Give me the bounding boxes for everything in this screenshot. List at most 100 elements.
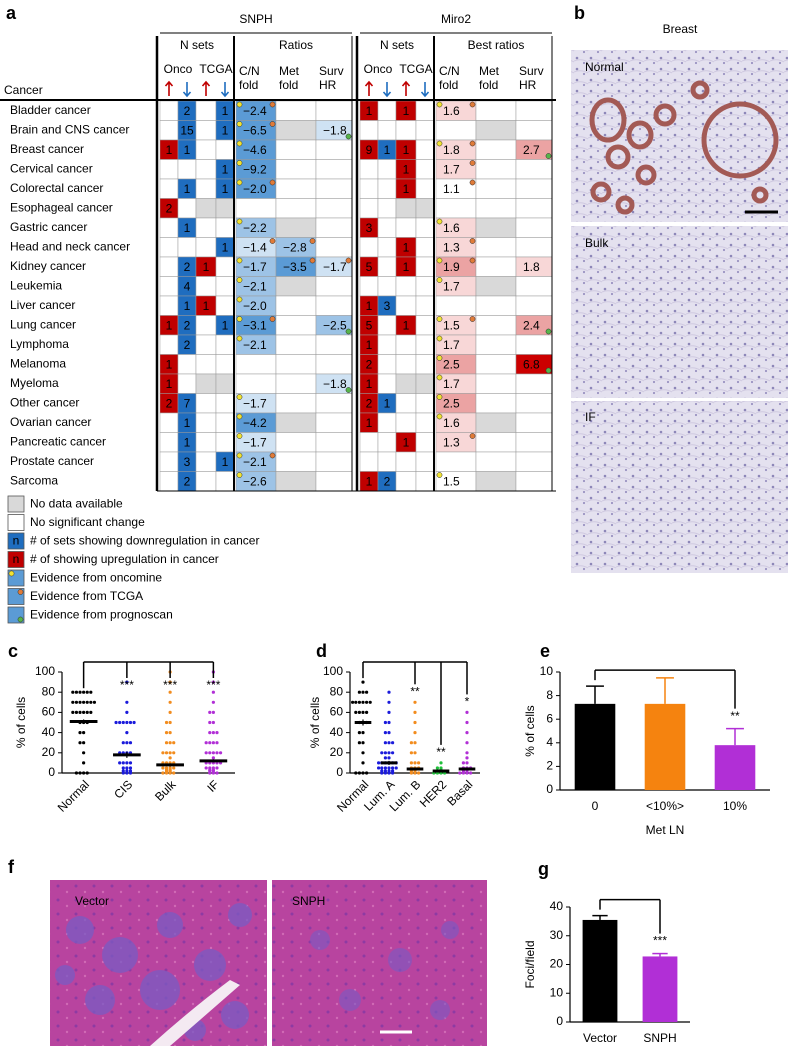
data-point	[413, 761, 417, 765]
count-value: 1	[403, 435, 410, 449]
panel-label: b	[574, 3, 585, 23]
data-point	[71, 710, 75, 715]
data-point	[458, 771, 462, 775]
y-tick-label: 0	[546, 782, 553, 796]
y-tick-label: 30	[550, 928, 564, 942]
y-tick-label: 0	[336, 765, 343, 779]
y-tick-label: 40	[42, 725, 56, 739]
empty-cell	[275, 373, 317, 394]
no-data-cell	[275, 412, 317, 433]
fold-head: Met fold	[479, 64, 500, 92]
empty-cell	[159, 295, 179, 316]
count-value: 1	[166, 377, 173, 391]
empty-cell	[415, 315, 435, 336]
data-point	[125, 731, 129, 735]
data-point	[351, 700, 355, 704]
empty-cell	[515, 276, 553, 297]
empty-cell	[475, 295, 517, 316]
empty-cell	[159, 217, 179, 238]
empty-cell	[275, 100, 317, 121]
legend-swatch	[7, 551, 25, 568]
data-point	[121, 720, 125, 725]
empty-cell	[475, 451, 517, 472]
evidence-dot	[436, 140, 443, 147]
data-point	[164, 751, 169, 755]
x-axis-title: Met LN	[646, 823, 685, 837]
data-point	[465, 771, 469, 775]
fold-value: −2.8	[283, 240, 307, 254]
count-value: 1	[203, 260, 210, 274]
empty-cell	[215, 256, 235, 277]
y-tick-label: 10	[550, 985, 564, 999]
legend-glyph: n	[13, 534, 20, 548]
data-point	[125, 700, 129, 704]
fold-value: −2.1	[243, 279, 267, 293]
empty-cell	[315, 159, 353, 180]
arrow-down	[420, 82, 430, 98]
empty-cell	[215, 334, 235, 355]
evidence-dot	[8, 570, 15, 577]
evidence-dot	[269, 101, 276, 108]
empty-cell	[415, 100, 435, 121]
fold-value: 1.3	[443, 240, 460, 254]
evidence-dot	[469, 101, 476, 108]
data-point	[365, 771, 369, 775]
count-value: 1	[366, 377, 373, 391]
data-point	[121, 766, 125, 770]
data-point	[168, 720, 172, 725]
data-point	[211, 771, 215, 775]
count-value: 2	[184, 104, 191, 118]
count-value: 1	[222, 182, 229, 196]
data-point	[391, 751, 395, 755]
empty-cell	[359, 432, 379, 453]
data-point	[387, 690, 391, 694]
data-point	[208, 710, 212, 715]
cancer-name: Esophageal cancer	[10, 200, 113, 214]
fold-value: −9.2	[243, 162, 267, 176]
legend-text: Evidence from TCGA	[30, 589, 143, 603]
data-point	[413, 720, 417, 725]
count-head: TCGA	[199, 62, 232, 76]
data-point	[383, 751, 387, 755]
panel-label: f	[8, 857, 15, 877]
count-value: 1	[184, 299, 191, 313]
data-point	[204, 766, 208, 770]
data-point	[85, 710, 89, 715]
legend-text: Evidence from oncomine	[30, 571, 162, 585]
fold-value: −2.2	[243, 221, 267, 235]
data-point	[172, 751, 176, 755]
empty-cell	[315, 334, 353, 355]
evidence-dot	[269, 316, 276, 322]
evidence-dot	[469, 257, 476, 264]
count-value: 2	[384, 474, 391, 488]
data-point	[82, 731, 86, 735]
data-point	[361, 680, 365, 684]
data-point	[125, 680, 129, 684]
empty-cell	[359, 120, 379, 141]
fold-value: −1.7	[323, 260, 347, 274]
empty-cell	[195, 432, 217, 453]
empty-cell	[475, 178, 517, 199]
empty-cell	[315, 198, 353, 219]
data-point	[357, 741, 361, 745]
data-point	[82, 761, 86, 765]
data-point	[85, 690, 89, 694]
empty-cell	[215, 139, 235, 160]
fold-value: 2.4	[523, 318, 540, 332]
empty-cell	[215, 432, 235, 453]
y-tick-label: 80	[330, 684, 344, 698]
empty-cell	[515, 100, 553, 121]
empty-cell	[435, 120, 477, 141]
fold-head: Met fold	[279, 64, 300, 92]
count-value: 1	[184, 416, 191, 430]
evidence-dot	[436, 335, 443, 342]
data-point	[82, 710, 86, 715]
fold-value: −2.0	[243, 182, 267, 196]
evidence-dot	[469, 160, 476, 166]
arrow-up	[401, 80, 411, 96]
empty-cell	[159, 451, 179, 472]
data-point	[121, 741, 125, 745]
empty-cell	[515, 295, 553, 316]
empty-cell	[377, 451, 397, 472]
empty-cell	[275, 451, 317, 472]
